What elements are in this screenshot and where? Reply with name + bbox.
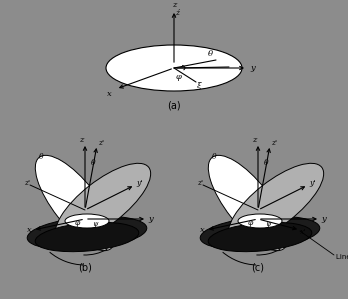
Text: z': z' [24, 179, 30, 187]
Text: ,ź: ,ź [175, 8, 181, 16]
Ellipse shape [106, 45, 242, 91]
Text: z': z' [271, 139, 277, 147]
Text: ψ: ψ [92, 220, 98, 228]
Ellipse shape [27, 216, 147, 250]
Text: y: y [322, 215, 326, 223]
Text: z': z' [197, 179, 203, 187]
Ellipse shape [228, 163, 324, 243]
Text: y: y [251, 64, 255, 72]
Text: z: z [172, 1, 176, 9]
Text: φ: φ [247, 219, 253, 227]
Ellipse shape [55, 163, 151, 243]
Text: z': z' [98, 139, 104, 147]
Text: z: z [79, 136, 83, 144]
Ellipse shape [35, 155, 115, 251]
Text: (b): (b) [78, 262, 92, 272]
Ellipse shape [65, 214, 109, 228]
Text: z: z [252, 136, 256, 144]
Text: φ: φ [74, 219, 80, 227]
Ellipse shape [238, 214, 282, 228]
Ellipse shape [35, 222, 139, 252]
Text: y': y' [309, 179, 315, 187]
Text: θ: θ [264, 159, 268, 167]
Text: θ: θ [91, 159, 95, 167]
Text: φ: φ [176, 73, 182, 81]
Text: y': y' [136, 179, 142, 187]
Text: θ: θ [207, 50, 213, 58]
Text: ψ: ψ [265, 220, 271, 228]
Text: x: x [106, 90, 111, 98]
Text: x': x' [300, 228, 306, 236]
Text: y: y [149, 215, 153, 223]
Text: Line of nodes: Line of nodes [336, 254, 348, 260]
Ellipse shape [208, 222, 312, 252]
Text: (c): (c) [252, 262, 264, 272]
Text: θ: θ [39, 153, 43, 161]
Text: (a): (a) [167, 101, 181, 111]
Text: ξ: ξ [197, 82, 201, 90]
Ellipse shape [208, 155, 288, 251]
Text: θ: θ [212, 153, 216, 161]
Text: x: x [27, 226, 31, 234]
Ellipse shape [200, 216, 320, 250]
Text: x: x [200, 226, 204, 234]
